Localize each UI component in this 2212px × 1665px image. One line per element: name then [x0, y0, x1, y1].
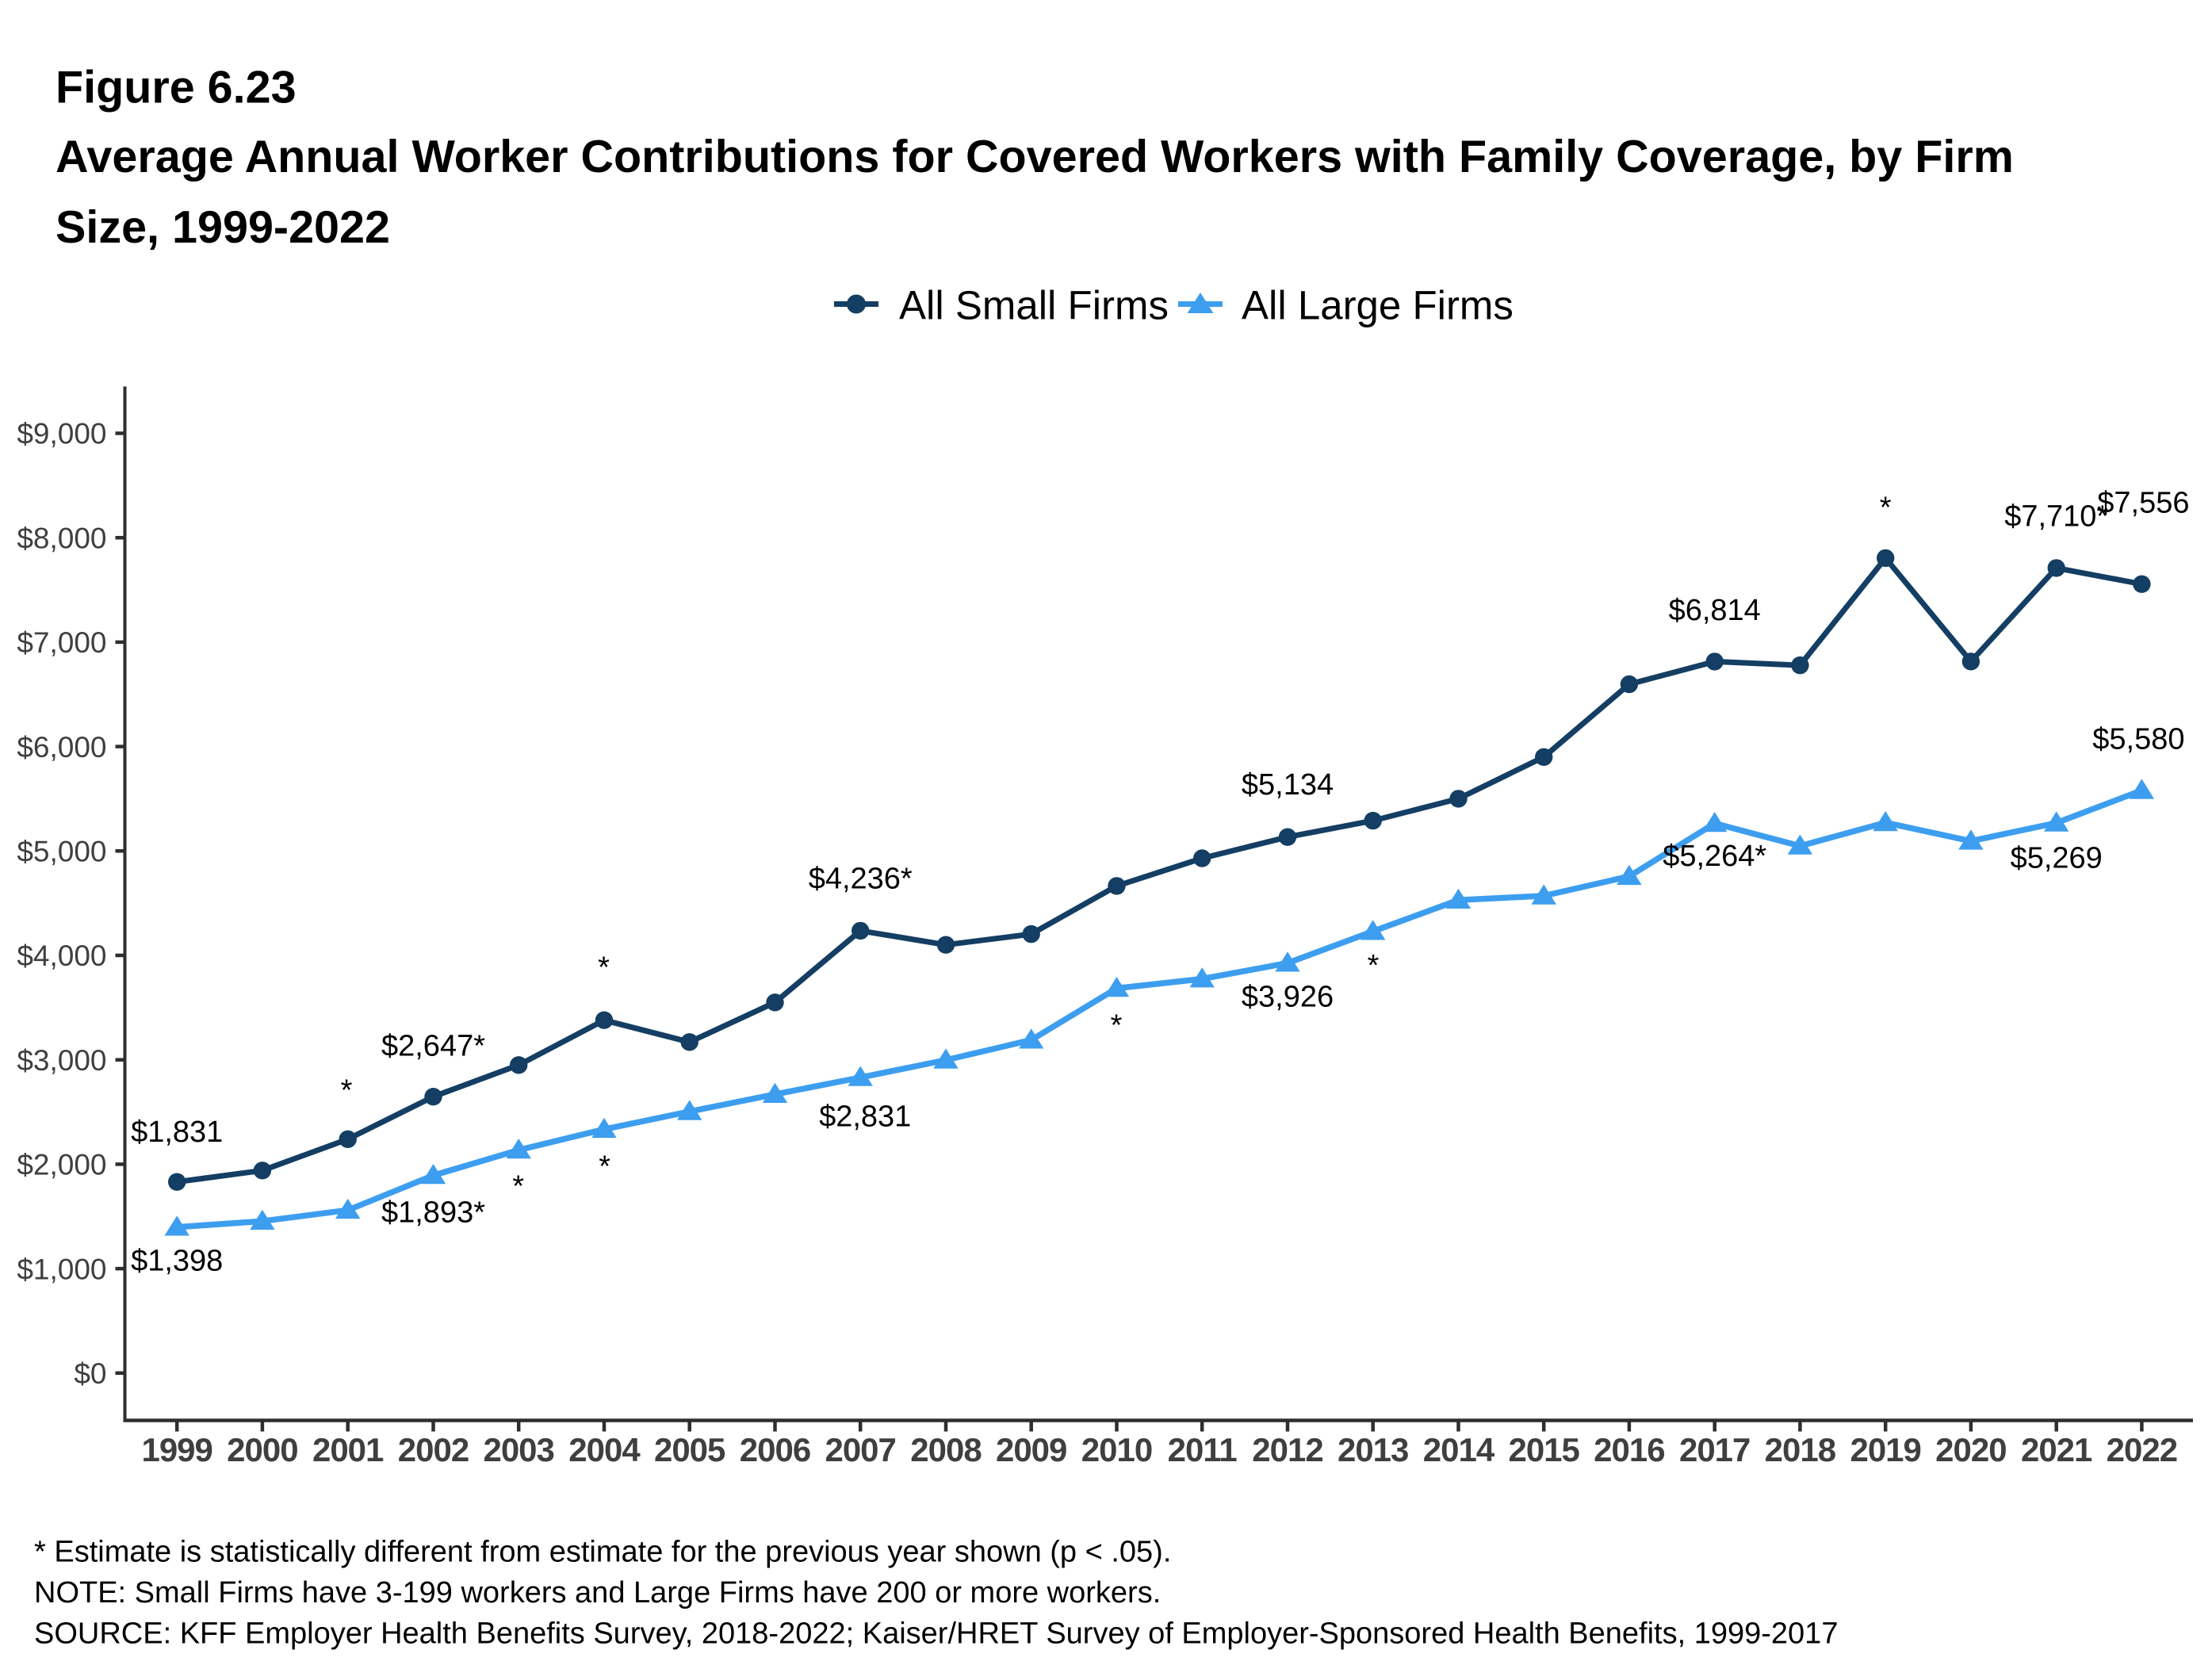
svg-text:* Estimate is statistically di: * Estimate is statistically different fr… — [34, 1536, 1171, 1569]
svg-text:*: * — [1880, 491, 1892, 524]
svg-text:$4,236*: $4,236* — [809, 863, 913, 896]
svg-text:$1,831: $1,831 — [131, 1116, 223, 1149]
svg-text:$4,000: $4,000 — [17, 940, 106, 972]
svg-text:NOTE: Small Firms have 3-199 w: NOTE: Small Firms have 3-199 workers and… — [34, 1576, 1161, 1610]
svg-text:2015: 2015 — [1508, 1431, 1579, 1468]
svg-text:2012: 2012 — [1252, 1431, 1322, 1468]
svg-text:*: * — [1368, 949, 1380, 982]
svg-text:2016: 2016 — [1594, 1431, 1664, 1468]
svg-text:$5,000: $5,000 — [17, 836, 106, 868]
svg-text:2000: 2000 — [227, 1431, 297, 1468]
svg-text:$7,556: $7,556 — [2097, 487, 2189, 520]
svg-text:2017: 2017 — [1679, 1431, 1750, 1468]
svg-text:$7,000: $7,000 — [17, 626, 106, 659]
svg-text:1999: 1999 — [141, 1431, 212, 1468]
svg-text:2009: 2009 — [996, 1431, 1066, 1468]
svg-text:2007: 2007 — [825, 1431, 895, 1468]
svg-text:$7,710*: $7,710* — [2004, 500, 2108, 533]
svg-text:$1,000: $1,000 — [17, 1253, 106, 1285]
svg-text:$0: $0 — [74, 1357, 106, 1390]
svg-text:Figure 6.23: Figure 6.23 — [55, 63, 297, 113]
svg-text:*: * — [512, 1169, 524, 1203]
svg-text:*: * — [341, 1074, 353, 1107]
svg-text:2002: 2002 — [398, 1431, 469, 1468]
svg-text:$6,000: $6,000 — [17, 731, 106, 764]
svg-text:2005: 2005 — [654, 1431, 725, 1468]
svg-text:$2,000: $2,000 — [17, 1149, 106, 1181]
svg-text:2008: 2008 — [910, 1431, 982, 1468]
svg-text:2013: 2013 — [1338, 1431, 1408, 1468]
svg-text:All Small Firms: All Small Firms — [899, 283, 1169, 328]
svg-text:2019: 2019 — [1850, 1431, 1920, 1468]
svg-text:$1,398: $1,398 — [131, 1245, 223, 1278]
svg-text:$9,000: $9,000 — [17, 418, 106, 450]
svg-text:All Large Firms: All Large Firms — [1242, 283, 1514, 328]
svg-text:2014: 2014 — [1423, 1431, 1495, 1468]
svg-text:$5,269: $5,269 — [2011, 842, 2103, 875]
svg-text:2011: 2011 — [1168, 1431, 1238, 1468]
svg-text:2004: 2004 — [568, 1431, 641, 1468]
svg-text:$5,264*: $5,264* — [1663, 840, 1766, 873]
svg-text:$6,814: $6,814 — [1669, 594, 1761, 627]
svg-text:2006: 2006 — [740, 1431, 810, 1468]
svg-text:$1,893*: $1,893* — [381, 1196, 485, 1230]
svg-text:*: * — [598, 951, 610, 984]
svg-text:$5,580: $5,580 — [2092, 722, 2184, 756]
svg-text:*: * — [599, 1150, 610, 1183]
svg-text:2021: 2021 — [2021, 1431, 2092, 1468]
svg-text:2022: 2022 — [2107, 1431, 2177, 1468]
svg-text:$2,647*: $2,647* — [381, 1030, 485, 1063]
svg-text:$3,000: $3,000 — [17, 1044, 106, 1077]
svg-text:$2,831: $2,831 — [819, 1100, 911, 1134]
svg-text:2001: 2001 — [312, 1431, 384, 1468]
svg-text:SOURCE: KFF Employer Health Be: SOURCE: KFF Employer Health Benefits Sur… — [34, 1617, 1838, 1651]
svg-text:$8,000: $8,000 — [17, 522, 106, 554]
svg-text:Average Annual Worker Contribu: Average Annual Worker Contributions for … — [55, 132, 2014, 182]
svg-text:2010: 2010 — [1081, 1431, 1152, 1468]
svg-text:2018: 2018 — [1765, 1431, 1836, 1468]
svg-text:2020: 2020 — [1935, 1431, 2006, 1468]
svg-text:$5,134: $5,134 — [1242, 768, 1334, 802]
svg-text:*: * — [1111, 1009, 1123, 1042]
svg-text:$3,926: $3,926 — [1242, 981, 1334, 1014]
svg-text:Size, 1999-2022: Size, 1999-2022 — [55, 202, 390, 253]
svg-text:2003: 2003 — [483, 1431, 553, 1468]
